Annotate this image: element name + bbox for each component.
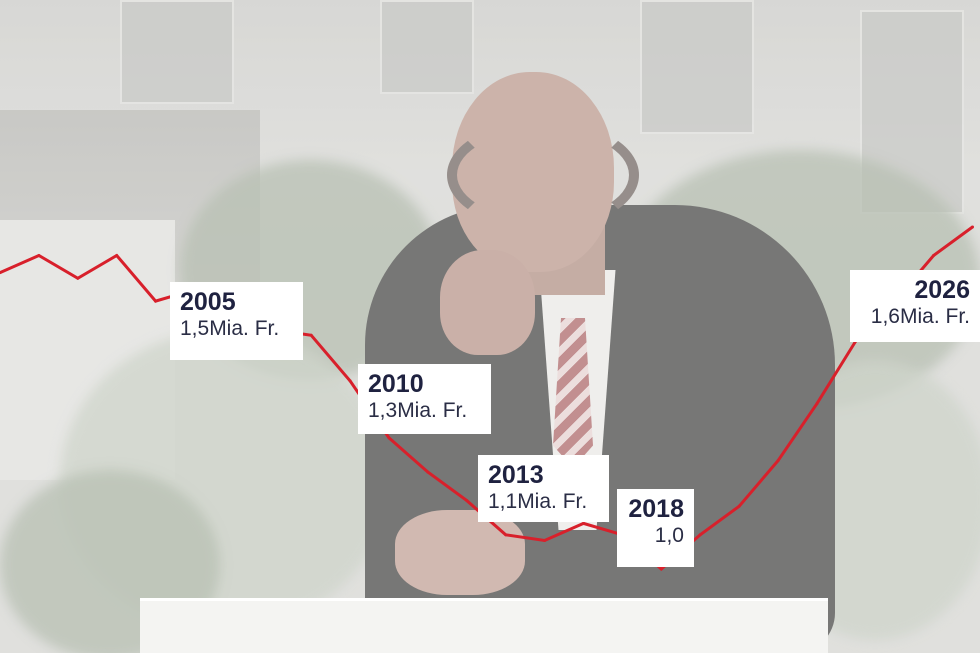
annotation-2013: 2013 1,1Mia. Fr.	[478, 455, 609, 522]
man-hand-at-chin	[440, 250, 535, 355]
data-point-2021	[776, 459, 780, 463]
annotation-year: 2018	[628, 495, 684, 523]
annotation-value: 1,6Mia. Fr.	[870, 305, 970, 328]
man-tie	[553, 318, 593, 468]
building-window	[120, 0, 234, 104]
data-point-2004	[115, 254, 119, 257]
annotation-2010: 2010 1,3Mia. Fr.	[358, 364, 491, 434]
data-point-2014	[504, 533, 508, 537]
man-hair	[447, 120, 639, 230]
data-point-2016	[582, 521, 585, 525]
white-table	[140, 598, 828, 653]
data-point-2001	[0, 271, 2, 275]
annotation-value: 1,0	[654, 524, 684, 547]
data-point-2025	[932, 254, 936, 257]
annotation-value: 1,3Mia. Fr.	[368, 399, 468, 422]
annotation-year: 2010	[368, 370, 424, 398]
data-point-2012	[426, 470, 430, 474]
data-point-2010	[348, 379, 352, 383]
data-point-2005	[154, 299, 158, 303]
man-hand-with-pen	[395, 510, 525, 595]
data-point-2011	[387, 436, 391, 440]
data-point-2009	[309, 333, 313, 337]
building-window	[380, 0, 474, 94]
annotation-2018: 2018 1,0	[617, 489, 694, 567]
data-point-2022	[815, 402, 819, 406]
annotation-year: 2026	[914, 276, 970, 304]
data-point-2019	[698, 533, 702, 537]
building-window	[640, 0, 754, 134]
data-point-2003	[76, 276, 80, 280]
data-point-2015	[543, 539, 547, 542]
annotation-2026: 2026 1,6Mia. Fr.	[850, 270, 980, 342]
annotation-value: 1,1Mia. Fr.	[488, 490, 588, 513]
data-point-2018	[659, 567, 663, 571]
annotation-year: 2005	[180, 288, 236, 316]
data-point-2013	[465, 499, 469, 503]
annotation-year: 2013	[488, 461, 544, 489]
data-point-2002	[37, 254, 41, 257]
data-point-2026	[971, 225, 974, 229]
annotation-value: 1,5Mia. Fr.	[180, 317, 280, 340]
data-point-2020	[737, 504, 741, 508]
annotation-2005: 2005 1,5Mia. Fr.	[170, 282, 303, 360]
